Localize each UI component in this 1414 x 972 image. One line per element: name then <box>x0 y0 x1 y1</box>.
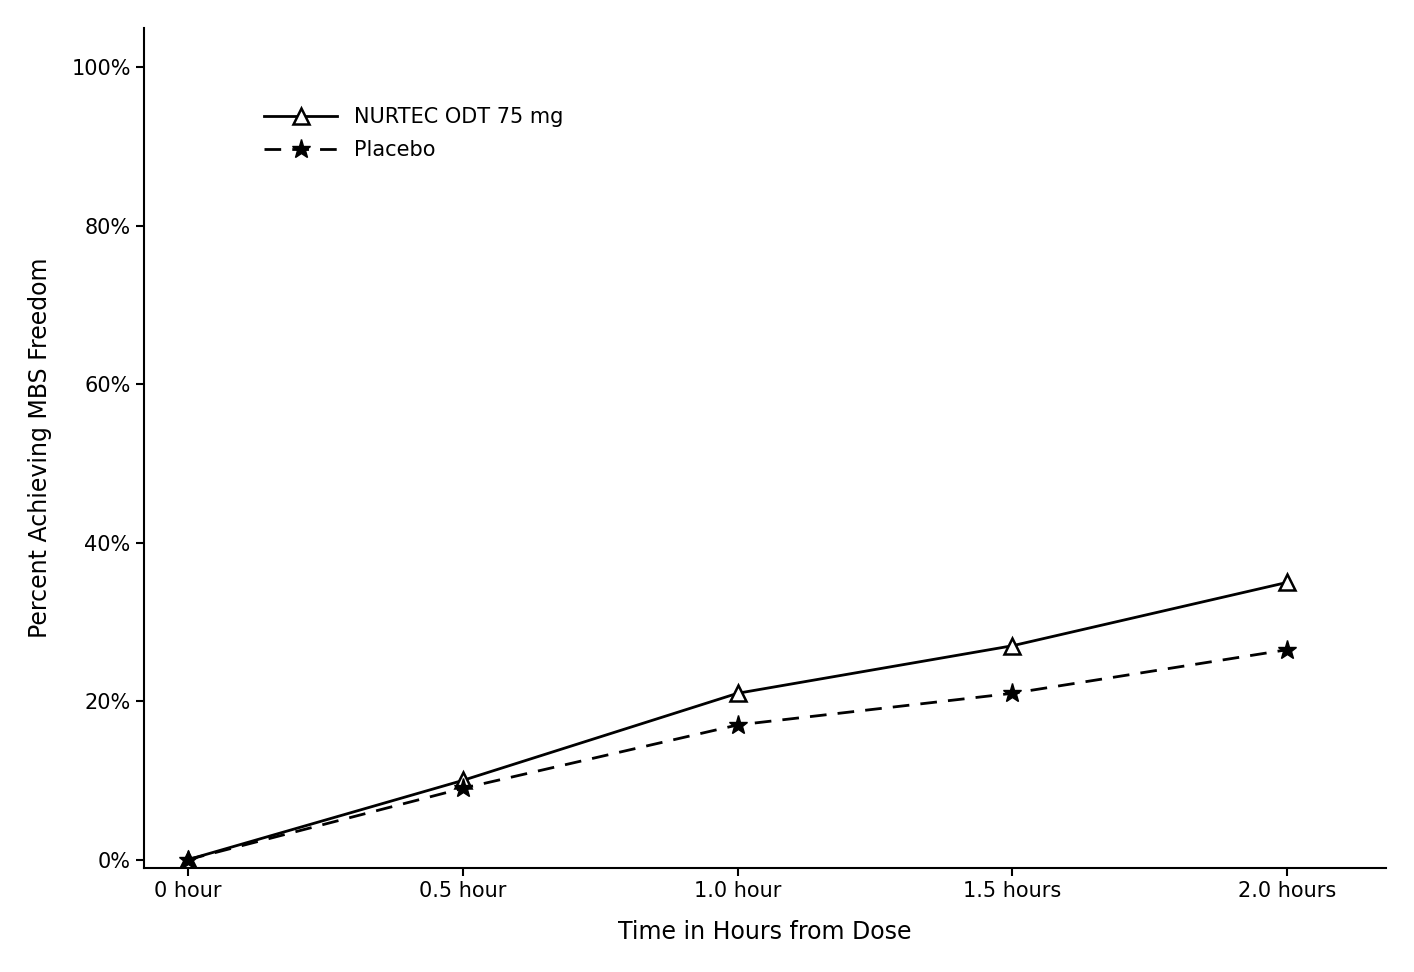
NURTEC ODT 75 mg <box>730 687 747 699</box>
Legend: NURTEC ODT 75 mg, Placebo: NURTEC ODT 75 mg, Placebo <box>253 97 574 170</box>
Placebo <box>1004 687 1021 699</box>
Line: Placebo: Placebo <box>178 640 1297 869</box>
NURTEC ODT 75 mg <box>1278 576 1295 588</box>
X-axis label: Time in Hours from Dose: Time in Hours from Dose <box>618 920 912 944</box>
NURTEC ODT 75 mg <box>1004 640 1021 651</box>
NURTEC ODT 75 mg <box>180 853 197 865</box>
Placebo <box>180 853 197 865</box>
Y-axis label: Percent Achieving MBS Freedom: Percent Achieving MBS Freedom <box>28 258 52 638</box>
NURTEC ODT 75 mg <box>454 775 471 786</box>
Placebo <box>454 782 471 794</box>
Placebo <box>730 719 747 731</box>
Line: NURTEC ODT 75 mg: NURTEC ODT 75 mg <box>180 574 1295 867</box>
Placebo <box>1278 643 1295 655</box>
